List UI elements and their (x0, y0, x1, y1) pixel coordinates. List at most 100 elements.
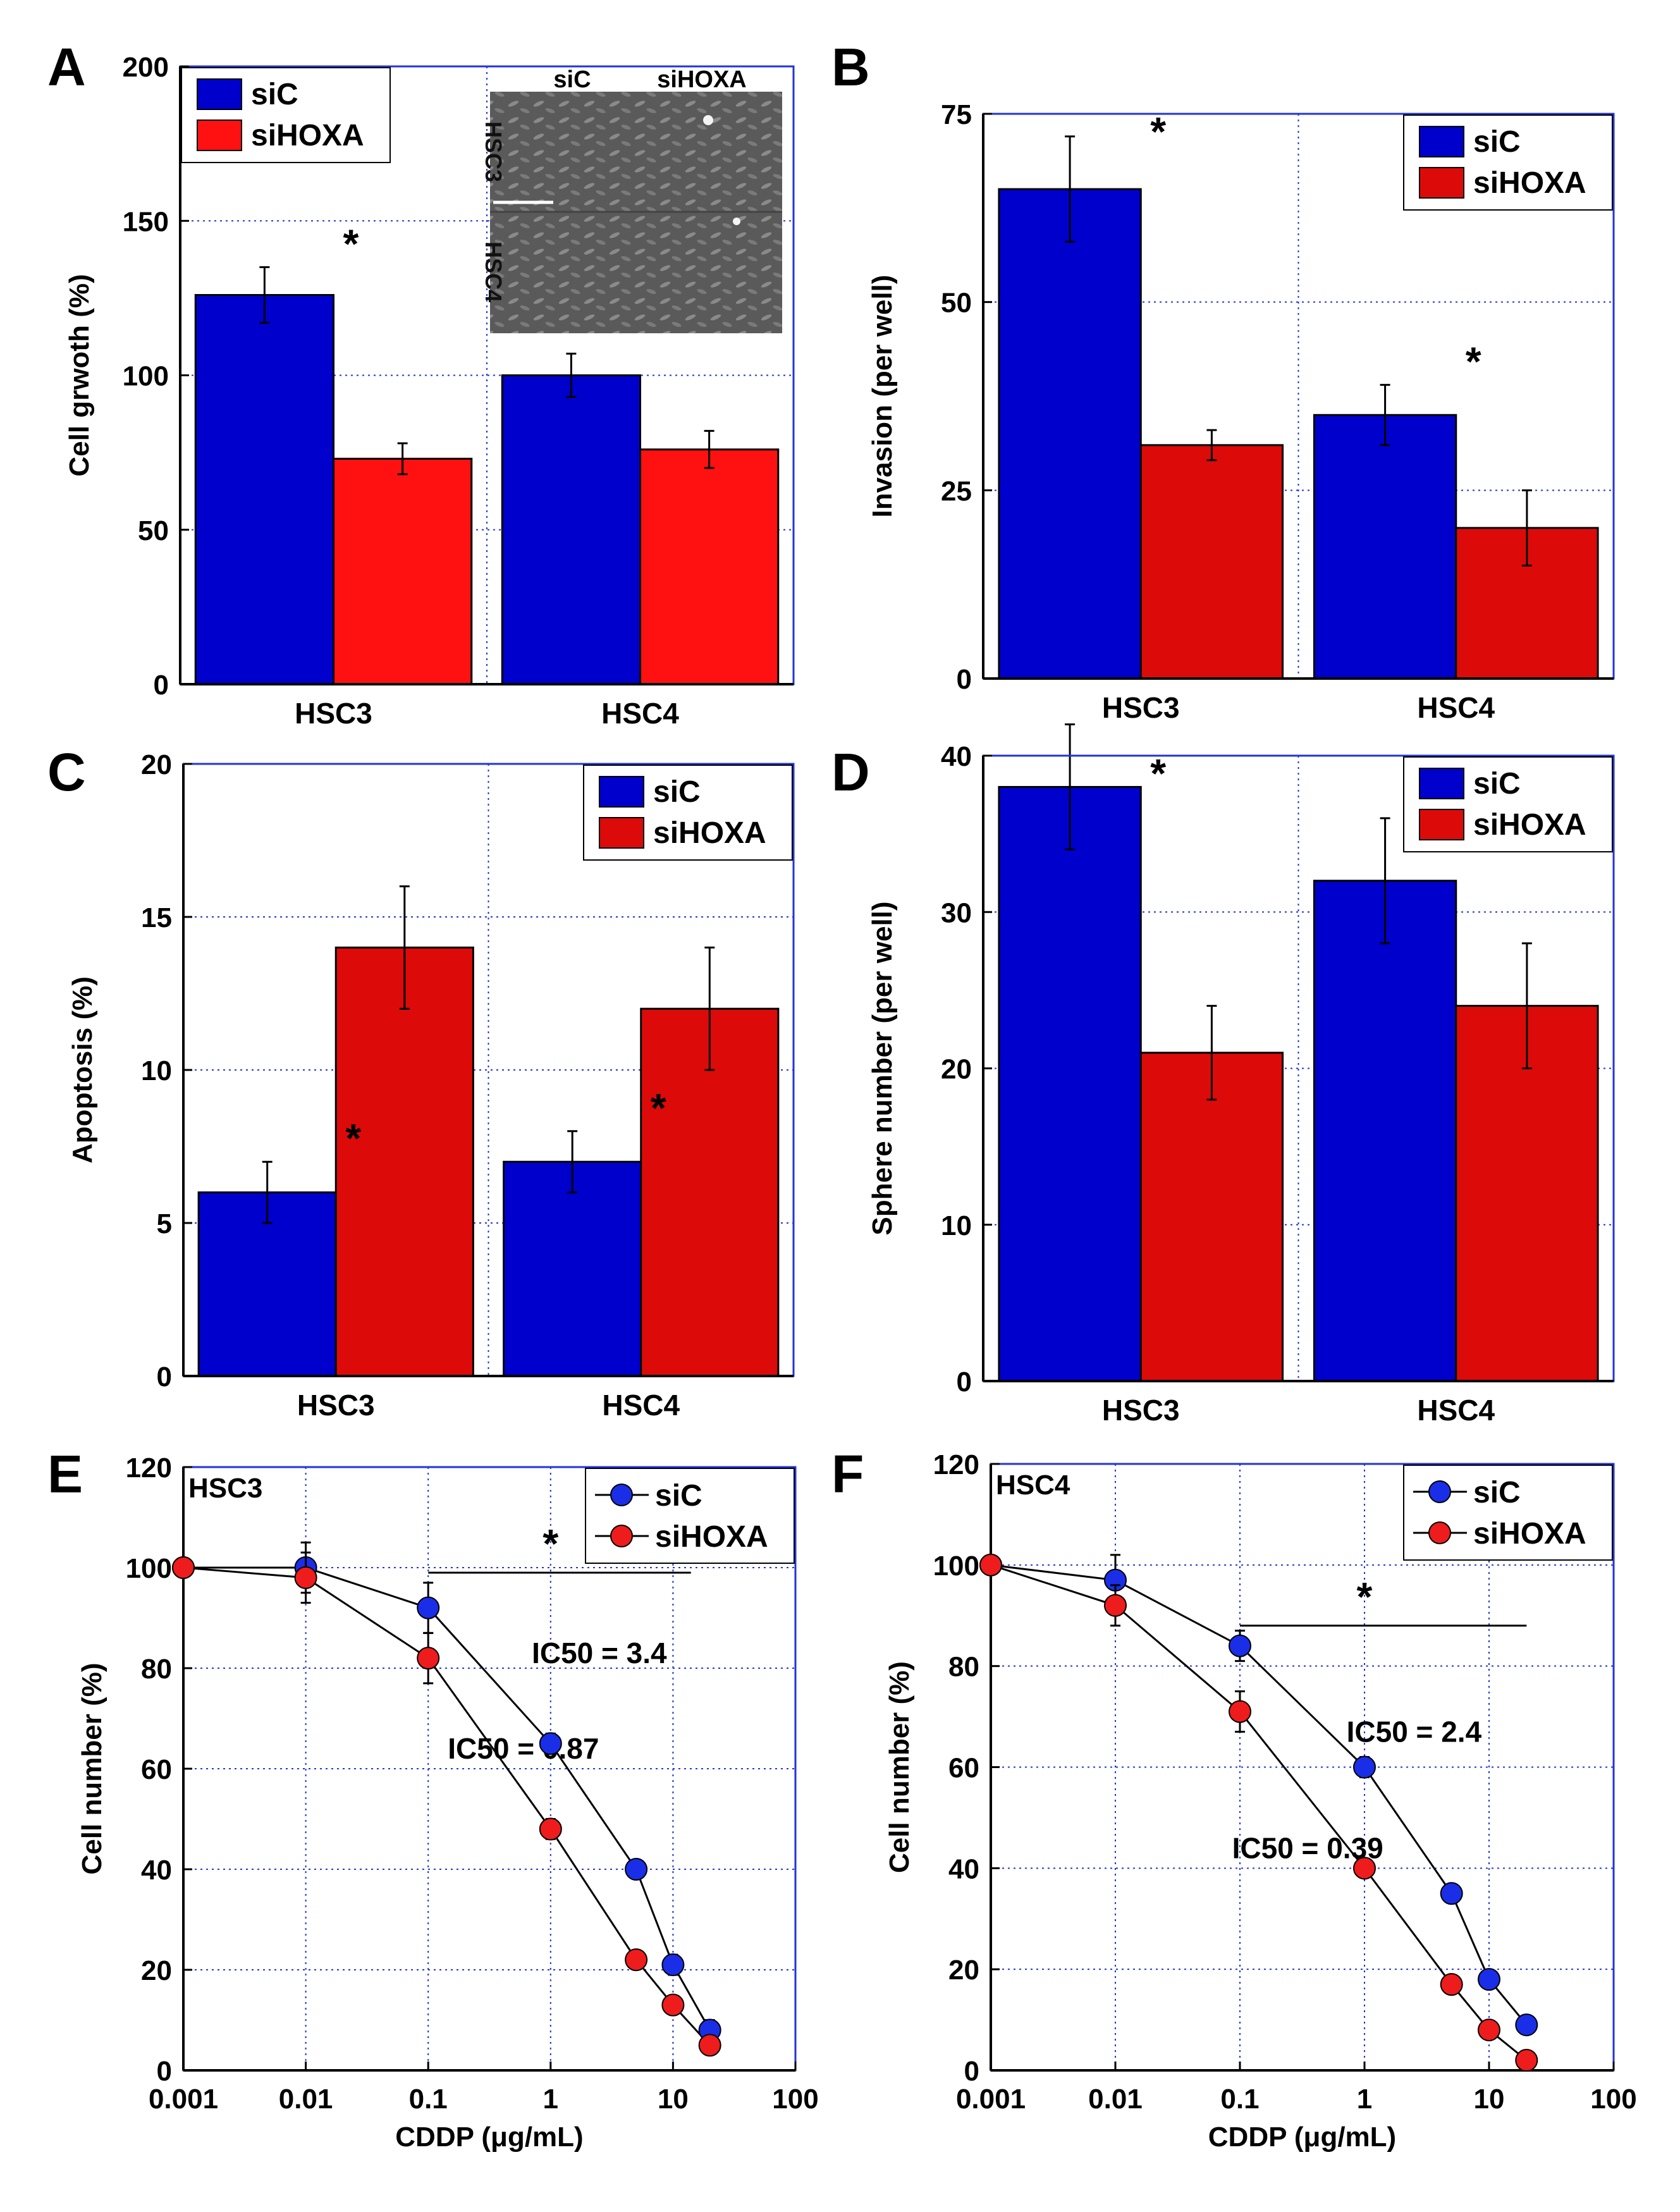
bar-siHOXA-HSC4 (639, 448, 780, 685)
y-tick-label: 0 (157, 1361, 172, 1392)
significance-star: * (343, 221, 359, 267)
panel-label: E (47, 1444, 83, 1504)
bright-cell (733, 218, 740, 225)
point-siHOXA (294, 1566, 317, 1589)
point-siHOXA (698, 2034, 721, 2057)
y-tick-label: 20 (141, 1955, 172, 1986)
bar-siC-HSC4 (503, 1160, 642, 1377)
panel-E: 0 20 40 60 80 100 120 0.001 0.01 0.1 1 10 100 CDDP (μ… (47, 1444, 819, 2153)
y-tick-label: 20 (141, 749, 172, 780)
y-axis-label: Sphere number (per well) (867, 901, 898, 1235)
panel-label: B (831, 37, 870, 97)
legend-swatch-siHOXA (197, 120, 242, 151)
panel-F: 0 20 40 60 80 100 120 0.001 0.01 0.1 1 10 100 CDDP (μ… (831, 1444, 1637, 2153)
inner-title: HSC4 (996, 1470, 1070, 1501)
point-siC (1353, 1755, 1376, 1779)
point-siC (661, 1953, 685, 1977)
legend: siC siHOXA (583, 765, 793, 861)
legend-label-siHOXA: siHOXA (1473, 1517, 1586, 1551)
panel-label: D (831, 742, 870, 802)
x-tick-label: 0.1 (1220, 2084, 1259, 2115)
legend-swatch-siC (599, 776, 644, 808)
y-tick-label: 100 (933, 1551, 979, 1582)
y-tick-label: 100 (126, 1553, 172, 1584)
legend-swatch-siC (1419, 126, 1464, 157)
x-tick-label: 10 (1474, 2084, 1505, 2115)
bar-siHOXA-HSC3 (334, 946, 474, 1377)
bar-siHOXA-HSC3 (333, 457, 473, 685)
legend: siC siHOXA (181, 67, 391, 163)
panel-C: HSC3 HSC4 * * 0 5 10 15 20 Apoptosis (%) C siC siHOX… (47, 742, 795, 1422)
point-siC (539, 1732, 562, 1755)
x-tick-label: HSC3 (1102, 691, 1180, 724)
y-tick-label: 80 (948, 1652, 979, 1683)
x-tick-label: 0.001 (956, 2084, 1026, 2115)
x-tick-label: 10 (658, 2084, 689, 2115)
point-siHOXA (979, 1553, 1002, 1576)
significance-star: * (543, 1521, 558, 1566)
legend-label-siHOXA: siHOXA (655, 1520, 768, 1554)
y-tick-label: 80 (141, 1654, 172, 1685)
legend: siC siHOXA (1403, 114, 1613, 211)
x-axis-label: CDDP (μg/mL) (395, 2122, 583, 2153)
legend-label-siC: siC (1473, 125, 1521, 159)
legend-label-siC: siC (1473, 1476, 1521, 1509)
inset-micrograph: siC siHOXA HSC3 HSC4 (481, 66, 782, 333)
y-tick-label: 10 (941, 1210, 972, 1241)
y-tick-label: 50 (138, 515, 169, 546)
legend-marker-siC (1428, 1480, 1451, 1503)
significance-star: * (1150, 109, 1166, 154)
panel-B: HSC3 HSC4 * * 0 25 50 75 Invasion (per well) BsiC… (831, 37, 1615, 724)
inset-title-right: siHOXA (657, 66, 746, 93)
bar-siHOXA-HSC3 (1139, 444, 1284, 680)
inner-title: HSC3 (188, 1473, 262, 1504)
y-tick-label: 120 (126, 1453, 172, 1484)
point-siC (625, 1858, 648, 1881)
x-tick-label: 1 (543, 2084, 558, 2115)
legend-label-siC: siC (653, 775, 701, 809)
bar-siC-HSC3 (998, 785, 1142, 1382)
point-siHOXA (539, 1817, 562, 1841)
legend-label-siHOXA: siHOXA (251, 119, 364, 152)
point-siC (1478, 1968, 1500, 1991)
x-tick-label: 100 (1590, 2084, 1636, 2115)
y-tick-label: 150 (123, 206, 169, 237)
legend-swatch-siHOXA (1419, 809, 1464, 840)
x-tick-label: 0.01 (279, 2084, 333, 2115)
y-tick-label: 120 (933, 1449, 979, 1480)
bar-siC-HSC4 (1313, 414, 1457, 680)
y-tick-label: 75 (941, 99, 972, 130)
y-tick-label: 60 (141, 1754, 172, 1785)
y-tick-label: 10 (141, 1055, 172, 1086)
bar-siC-HSC3 (998, 188, 1142, 680)
significance-star: * (1357, 1574, 1373, 1619)
legend-marker-siHOXA (1428, 1521, 1451, 1544)
x-tick-label: HSC4 (602, 1389, 680, 1422)
x-tick-label: HSC3 (1102, 1394, 1180, 1427)
y-tick-label: 50 (941, 288, 972, 319)
legend: siC siHOXA (585, 1468, 795, 1564)
y-tick-label: 0 (154, 670, 169, 701)
legend-swatch-siHOXA (599, 817, 644, 849)
series-line-siC (990, 1564, 1528, 2026)
x-axis-label: CDDP (μg/mL) (1208, 2122, 1396, 2153)
x-tick-label: 0.1 (409, 2084, 448, 2115)
y-tick-label: 100 (123, 361, 169, 392)
point-siHOXA (1440, 1973, 1463, 1996)
point-siHOXA (1229, 1700, 1251, 1723)
point-siC (417, 1596, 440, 1619)
legend-swatch-siHOXA (1419, 167, 1464, 199)
ic50-label: IC50 = 0.87 (448, 1732, 599, 1765)
point-siHOXA (172, 1556, 195, 1579)
significance-star: * (345, 1115, 361, 1161)
legend: siC siHOXA (1403, 756, 1613, 852)
y-tick-label: 20 (948, 1955, 979, 1986)
x-tick-label: HSC3 (295, 697, 372, 730)
y-axis-label: Apoptosis (%) (67, 976, 98, 1164)
legend-label-siC: siC (655, 1479, 702, 1513)
panel-label: C (47, 742, 86, 802)
x-tick-label: HSC4 (1417, 691, 1495, 724)
legend-label-siC: siC (1473, 767, 1521, 801)
